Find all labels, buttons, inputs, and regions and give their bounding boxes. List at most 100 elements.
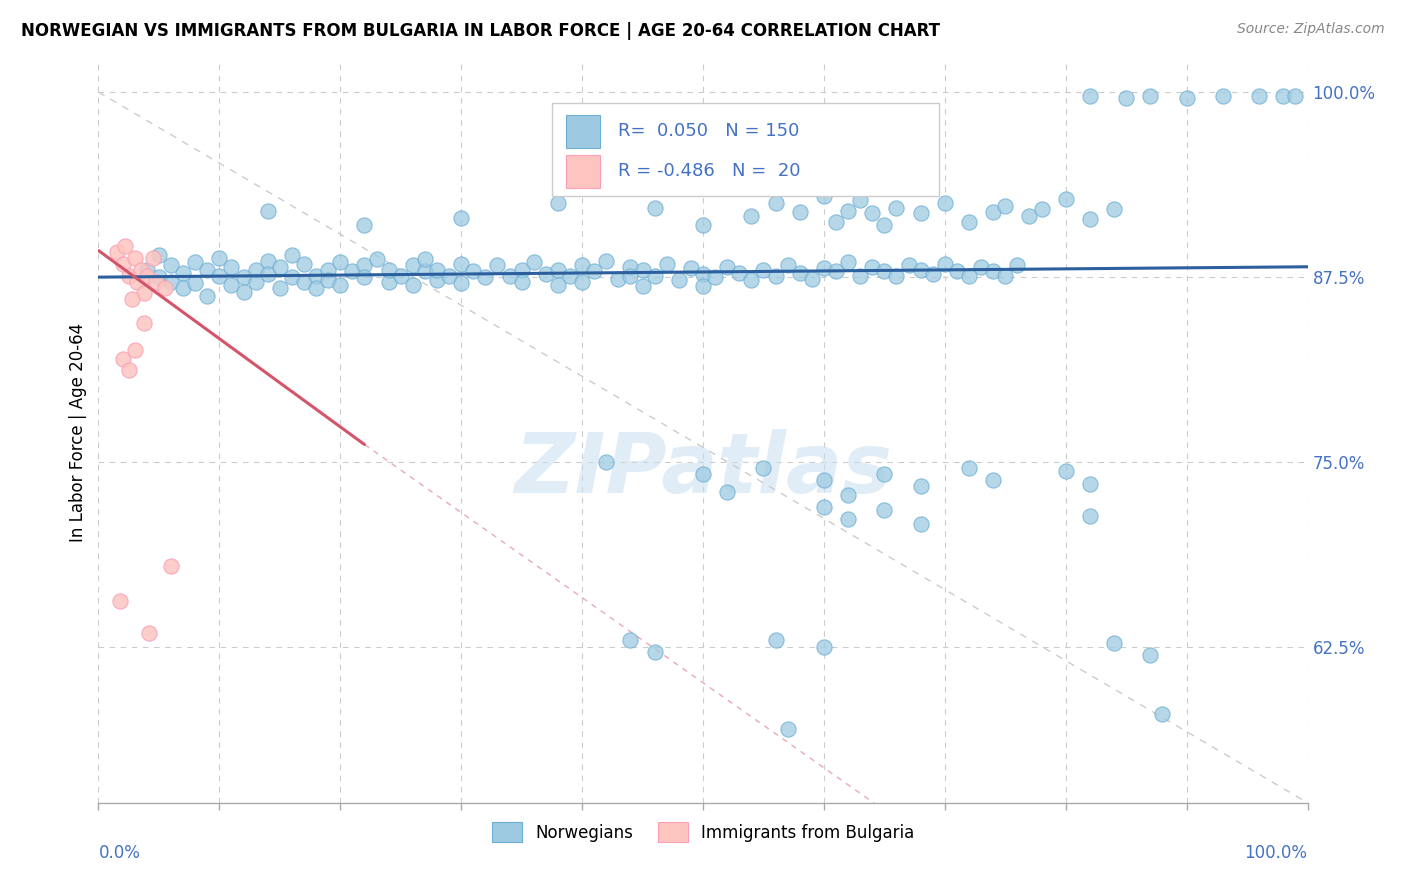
Point [329,277,352,292]
Point [1054,192,1077,206]
Point [377,262,399,277]
Text: Source: ZipAtlas.com: Source: ZipAtlas.com [1237,22,1385,37]
Point [765,196,787,211]
Point [172,280,194,294]
Point [366,252,388,267]
Point [849,268,872,283]
Point [316,273,339,287]
Point [873,467,896,481]
Point [281,270,304,285]
Point [195,289,218,303]
Point [692,219,714,233]
Point [655,257,678,271]
Point [789,205,811,219]
Point [145,275,167,289]
Point [450,276,472,290]
Point [389,268,412,283]
Point [1212,89,1234,103]
Point [547,196,569,211]
Point [124,343,146,357]
Point [245,262,267,277]
Point [910,517,932,532]
Point [873,502,896,516]
Point [765,632,787,647]
Point [704,270,727,285]
Point [135,268,157,283]
Point [256,203,278,218]
Point [353,258,375,272]
Point [134,286,156,301]
Point [970,260,993,274]
Point [474,270,496,285]
Point [142,251,165,265]
Point [510,262,533,277]
Point [921,267,943,281]
Point [292,257,315,271]
Point [114,239,136,253]
Point [910,206,932,220]
Point [957,215,980,229]
Point [111,257,134,271]
Point [957,461,980,475]
Point [644,268,666,283]
Point [837,511,859,525]
Point [153,280,176,294]
Point [305,280,328,294]
Text: NORWEGIAN VS IMMIGRANTS FROM BULGARIA IN LABOR FORCE | AGE 20-64 CORRELATION CHA: NORWEGIAN VS IMMIGRANTS FROM BULGARIA IN… [21,22,941,40]
Point [463,264,485,278]
Point [619,632,641,647]
Point [413,252,436,267]
Point [437,268,460,283]
Point [813,261,835,276]
Point [232,270,254,285]
Point [1018,210,1040,224]
Point [849,193,872,207]
Point [138,625,160,640]
Point [837,203,859,218]
Point [946,264,969,278]
Point [1078,89,1101,103]
Point [776,258,799,272]
Point [644,645,666,659]
Point [595,253,617,268]
Point [195,262,218,277]
Point [160,258,183,272]
Point [184,255,207,269]
Point [716,484,738,499]
Point [837,488,859,502]
Point [1139,648,1161,662]
Point [595,455,617,469]
Point [716,260,738,274]
Point [134,316,156,330]
Point [886,201,908,215]
Point [256,253,278,268]
Point [595,177,617,191]
Point [269,280,291,294]
Point [813,473,835,487]
Point [752,461,775,475]
Point [426,273,449,287]
Text: R = -0.486   N =  20: R = -0.486 N = 20 [619,162,801,180]
Point [1078,477,1101,491]
Point [486,258,509,272]
Point [558,268,581,283]
Point [118,268,141,283]
Point [873,219,896,233]
Point [679,261,702,276]
Point [873,264,896,278]
Point [111,351,134,366]
Point [644,201,666,215]
Point [752,262,775,277]
Point [160,275,183,289]
Point [886,268,908,283]
Point [765,268,787,283]
Point [668,273,690,287]
Point [1078,508,1101,523]
Point [825,264,848,278]
Point [510,275,533,289]
Point [607,271,630,285]
Text: R=  0.050   N = 150: R= 0.050 N = 150 [619,122,800,140]
Text: 100.0%: 100.0% [1244,844,1308,862]
Point [534,267,557,281]
Point [353,219,375,233]
